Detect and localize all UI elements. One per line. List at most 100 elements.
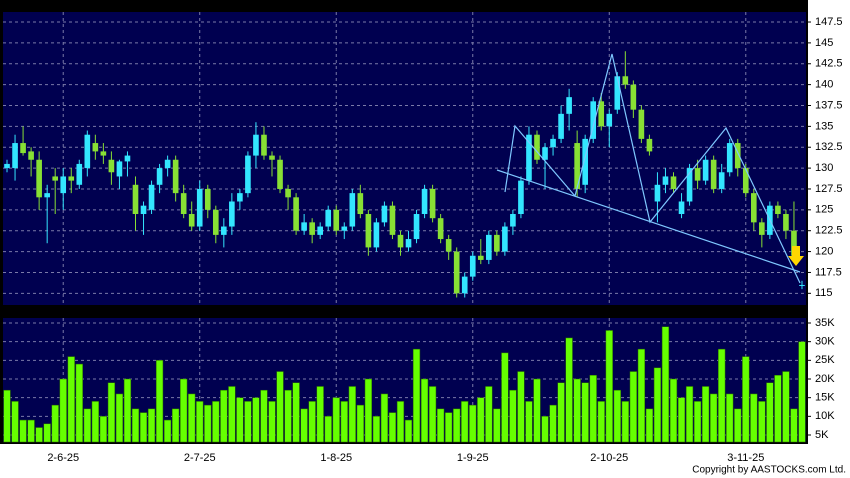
volume-bar: [677, 397, 686, 443]
candle-body: [365, 214, 372, 248]
candle-body: [108, 159, 115, 173]
volume-bar: [573, 378, 581, 443]
volume-bar: [292, 382, 300, 443]
volume-bar: [493, 408, 501, 443]
volume-bar: [324, 416, 332, 443]
y-tick-label: 25K: [815, 354, 835, 366]
volume-bar: [43, 423, 51, 443]
candle-body: [606, 113, 613, 127]
candle-body: [164, 159, 171, 169]
volume-bar: [750, 393, 758, 443]
volume-bar: [541, 416, 549, 443]
candle-body: [534, 134, 540, 160]
volume-bar: [485, 386, 493, 443]
candle-body: [590, 101, 597, 139]
candle-body: [759, 222, 765, 235]
candle-body: [116, 161, 123, 177]
volume-bar: [621, 401, 629, 443]
volume-bar: [348, 386, 356, 443]
volume-bar: [420, 378, 429, 443]
volume-bar: [212, 401, 220, 443]
candle-body: [453, 251, 460, 294]
volume-bar: [653, 367, 662, 443]
candle-body: [445, 239, 452, 252]
candle-body: [775, 205, 781, 215]
volume-bar: [774, 375, 782, 443]
volume-bar: [11, 401, 19, 443]
y-tick-label: 10K: [815, 410, 835, 422]
volume-bar: [364, 378, 372, 443]
volume-bar: [99, 416, 107, 443]
volume-bar: [155, 360, 164, 443]
volume-bar: [412, 348, 421, 443]
volume-bar: [340, 401, 348, 443]
y-tick-label: 132.5: [815, 141, 843, 153]
candle-body: [502, 226, 508, 252]
volume-bar: [316, 386, 324, 443]
candle-body: [253, 134, 259, 156]
volume-bar: [147, 408, 156, 443]
candle-body: [622, 76, 629, 85]
volume-bar: [404, 419, 413, 443]
volume-bar: [702, 386, 710, 443]
volume-bar: [115, 393, 124, 443]
candle-body: [413, 214, 420, 240]
volume-bar: [685, 386, 694, 443]
candle-body: [429, 188, 436, 219]
volume-bar: [782, 371, 790, 443]
volume-bar: [718, 348, 726, 443]
candle-body: [44, 193, 50, 198]
candle-body: [124, 155, 131, 162]
candle-body: [28, 151, 34, 160]
candle-body: [229, 201, 235, 227]
candle-body: [437, 218, 444, 240]
volume-bar: [565, 337, 573, 443]
candle-body: [148, 184, 155, 210]
volume-bar: [3, 389, 11, 443]
volume-bar: [501, 352, 509, 443]
candle-body: [245, 155, 251, 194]
volume-bar: [300, 408, 308, 443]
candle-body: [477, 255, 484, 260]
volume-bar: [380, 393, 389, 443]
candle-body: [221, 226, 227, 235]
volume-bar: [27, 419, 35, 443]
y-tick-label: 5K: [815, 429, 829, 441]
volume-bar: [557, 382, 565, 443]
candle-body: [196, 188, 203, 227]
candle-body: [60, 176, 67, 194]
volume-bar: [123, 378, 132, 443]
candle-body: [486, 234, 492, 260]
volume-bar: [204, 404, 212, 443]
y-tick-label: 20K: [815, 373, 835, 385]
volume-bar: [260, 389, 268, 443]
candle-body: [421, 188, 428, 215]
candle-body: [301, 222, 307, 231]
y-tick-label: 30K: [815, 336, 835, 348]
volume-bar: [629, 371, 637, 443]
candle-body: [742, 168, 749, 194]
volume-bar: [613, 389, 621, 443]
y-tick-label: 135: [815, 120, 833, 132]
x-tick-label: 2-10-25: [590, 452, 628, 464]
candle-body: [269, 155, 275, 160]
y-tick-label: 122.5: [815, 225, 843, 237]
candle-body: [710, 159, 717, 189]
volume-bar: [180, 378, 188, 443]
volume-bar: [453, 408, 461, 443]
volume-bar: [107, 382, 116, 443]
candle-body: [598, 101, 605, 127]
volume-bar: [790, 408, 798, 443]
candle-body: [261, 134, 267, 156]
volume-bar: [766, 382, 774, 443]
volume-bar: [228, 386, 236, 443]
volume-bar: [188, 393, 196, 443]
volume-bar: [284, 389, 292, 443]
candle-body: [791, 230, 797, 256]
volume-bar: [726, 393, 734, 443]
candle-body: [84, 134, 91, 169]
y-tick-label: 127.5: [815, 183, 843, 195]
candle-body: [212, 209, 219, 235]
candle-body: [574, 143, 580, 189]
